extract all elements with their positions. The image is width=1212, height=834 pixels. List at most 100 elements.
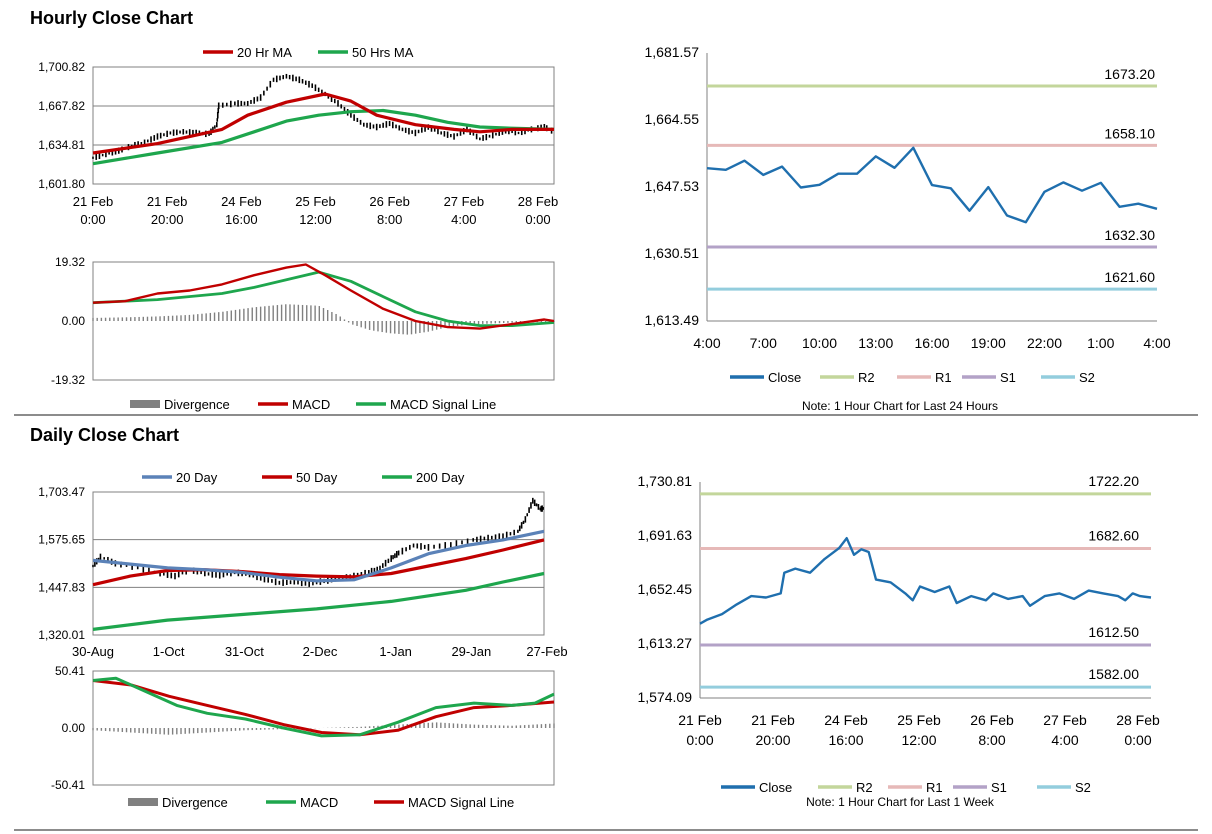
hourly-week-x-tick: 0:00 — [686, 732, 713, 748]
hourly-price-x-tick: 21 Feb — [147, 194, 187, 209]
legend-hourly-divergence-swatch — [130, 400, 160, 408]
legend-24h-r1-label: R1 — [935, 370, 952, 385]
legend-24h-r2-label: R2 — [858, 370, 875, 385]
daily-price-x-tick: 2-Dec — [303, 644, 338, 659]
daily-20-day-line — [92, 529, 545, 583]
hourly-week-y-tick: 1,730.81 — [638, 473, 693, 489]
section-separator — [14, 414, 1198, 416]
legend-24h-s2-label: S2 — [1079, 370, 1095, 385]
hourly-week-x-tick: 16:00 — [828, 732, 863, 748]
hourly-section-title: Hourly Close Chart — [30, 8, 194, 28]
daily-macd-y-tick: -50.41 — [51, 778, 85, 792]
hourly-week-note: Note: 1 Hour Chart for Last 1 Week — [806, 795, 995, 809]
hourly-week-y-tick: 1,691.63 — [638, 527, 693, 543]
bottom-separator — [14, 829, 1198, 831]
hourly-week-x-tick: 27 Feb — [1043, 712, 1087, 728]
hourly-price-x-tick: 25 Feb — [295, 194, 335, 209]
daily-50-day-line — [92, 538, 545, 587]
legend-24h-s1-label: S1 — [1000, 370, 1016, 385]
hourly-24h-x-tick: 4:00 — [1143, 335, 1170, 351]
hourly-24h-y-tick: 1,630.51 — [645, 245, 700, 261]
hourly-week-level-label-r2: 1722.20 — [1088, 473, 1139, 489]
legend-daily-divergence-swatch — [128, 798, 158, 806]
hourly-24h-x-tick: 1:00 — [1087, 335, 1114, 351]
hourly-week-x-tick: 25 Feb — [897, 712, 941, 728]
hourly-week-x-tick: 4:00 — [1051, 732, 1078, 748]
hourly-week-level-label-r1: 1682.60 — [1088, 527, 1139, 543]
hourly-24h-x-tick: 19:00 — [971, 335, 1006, 351]
hourly-price-x-tick: 26 Feb — [369, 194, 409, 209]
hourly-price-x-tick: 0:00 — [80, 212, 105, 227]
legend-hourly-signal-label: MACD Signal Line — [390, 397, 496, 412]
hourly-24h-level-label-r1: 1658.10 — [1104, 125, 1155, 141]
hourly-price-x-tick: 0:00 — [525, 212, 550, 227]
daily-macd-y-tick: 0.00 — [62, 721, 86, 735]
hourly-24h-level-label-r2: 1673.20 — [1104, 66, 1155, 82]
daily-price-x-tick: 1-Oct — [153, 644, 185, 659]
daily-macd-signal-line — [92, 679, 555, 737]
hourly-week-x-tick: 20:00 — [755, 732, 790, 748]
hourly-24h-x-tick: 22:00 — [1027, 335, 1062, 351]
hourly-week-x-tick: 21 Feb — [751, 712, 795, 728]
hourly-20hr-ma-line — [92, 92, 554, 155]
daily-price-x-tick: 30-Aug — [72, 644, 114, 659]
legend-daily-divergence-label: Divergence — [162, 795, 228, 810]
hourly-24h-x-tick: 7:00 — [750, 335, 777, 351]
legend-24h-close-label: Close — [768, 370, 801, 385]
legend-daily-signal-label: MACD Signal Line — [408, 795, 514, 810]
legend-50hrs-ma-label: 50 Hrs MA — [352, 45, 414, 60]
hourly-price-x-tick: 24 Feb — [221, 194, 261, 209]
hourly-price-x-tick: 8:00 — [377, 212, 402, 227]
daily-price-frame — [92, 491, 545, 636]
hourly-24h-x-tick: 4:00 — [693, 335, 720, 351]
daily-section-title: Daily Close Chart — [30, 425, 180, 445]
legend-daily-macd-label: MACD — [300, 795, 338, 810]
hourly-week-x-tick: 24 Feb — [824, 712, 868, 728]
legend-20hr-ma-label: 20 Hr MA — [237, 45, 292, 60]
hourly-price-y-tick: 1,601.80 — [38, 177, 85, 191]
hourly-week-close-line — [699, 537, 1152, 625]
hourly-price-x-tick: 20:00 — [151, 212, 184, 227]
hourly-24h-y-tick: 1,613.49 — [645, 312, 700, 328]
hourly-price-y-tick: 1,634.81 — [38, 138, 85, 152]
hourly-week-y-tick: 1,652.45 — [638, 581, 693, 597]
legend-50-day-label: 50 Day — [296, 470, 338, 485]
legend-week-close-label: Close — [759, 780, 792, 795]
hourly-price-x-tick: 21 Feb — [73, 194, 113, 209]
hourly-macd-y-tick: -19.32 — [51, 373, 85, 387]
hourly-price-x-tick: 12:00 — [299, 212, 332, 227]
daily-macd-y-tick: 50.41 — [55, 664, 85, 678]
hourly-week-x-tick: 8:00 — [978, 732, 1005, 748]
daily-price-y-tick: 1,320.01 — [38, 628, 85, 642]
hourly-week-x-tick: 21 Feb — [678, 712, 722, 728]
hourly-price-x-tick: 16:00 — [225, 212, 258, 227]
hourly-24h-x-tick: 10:00 — [802, 335, 837, 351]
hourly-week-x-tick: 26 Feb — [970, 712, 1014, 728]
hourly-price-x-tick: 4:00 — [451, 212, 476, 227]
hourly-24h-y-tick: 1,647.53 — [645, 178, 700, 194]
hourly-week-level-label-s2: 1582.00 — [1088, 666, 1139, 682]
hourly-week-level-label-s1: 1612.50 — [1088, 624, 1139, 640]
hourly-price-x-tick: 27 Feb — [444, 194, 484, 209]
hourly-24h-y-tick: 1,681.57 — [645, 44, 700, 60]
hourly-week-y-tick: 1,574.09 — [638, 689, 693, 705]
daily-price-y-tick: 1,575.65 — [38, 533, 85, 547]
hourly-24h-close-line — [706, 146, 1158, 224]
hourly-macd-y-tick: 19.32 — [55, 255, 85, 269]
daily-price-x-tick: 31-Oct — [225, 644, 264, 659]
legend-week-s2-label: S2 — [1075, 780, 1091, 795]
daily-price-x-tick: 1-Jan — [379, 644, 412, 659]
hourly-24h-note: Note: 1 Hour Chart for Last 24 Hours — [802, 399, 998, 413]
hourly-24h-y-tick: 1,664.55 — [645, 111, 700, 127]
hourly-macd-signal-line — [92, 270, 555, 328]
daily-price-y-tick: 1,447.83 — [38, 580, 85, 594]
daily-price-x-tick: 29-Jan — [451, 644, 491, 659]
hourly-price-y-tick: 1,667.82 — [38, 99, 85, 113]
legend-hourly-divergence-label: Divergence — [164, 397, 230, 412]
hourly-macd-y-tick: 0.00 — [62, 314, 86, 328]
daily-200-day-line — [92, 571, 545, 631]
legend-week-r2-label: R2 — [856, 780, 873, 795]
hourly-week-y-tick: 1,613.27 — [638, 635, 693, 651]
legend-200-day-label: 200 Day — [416, 470, 465, 485]
